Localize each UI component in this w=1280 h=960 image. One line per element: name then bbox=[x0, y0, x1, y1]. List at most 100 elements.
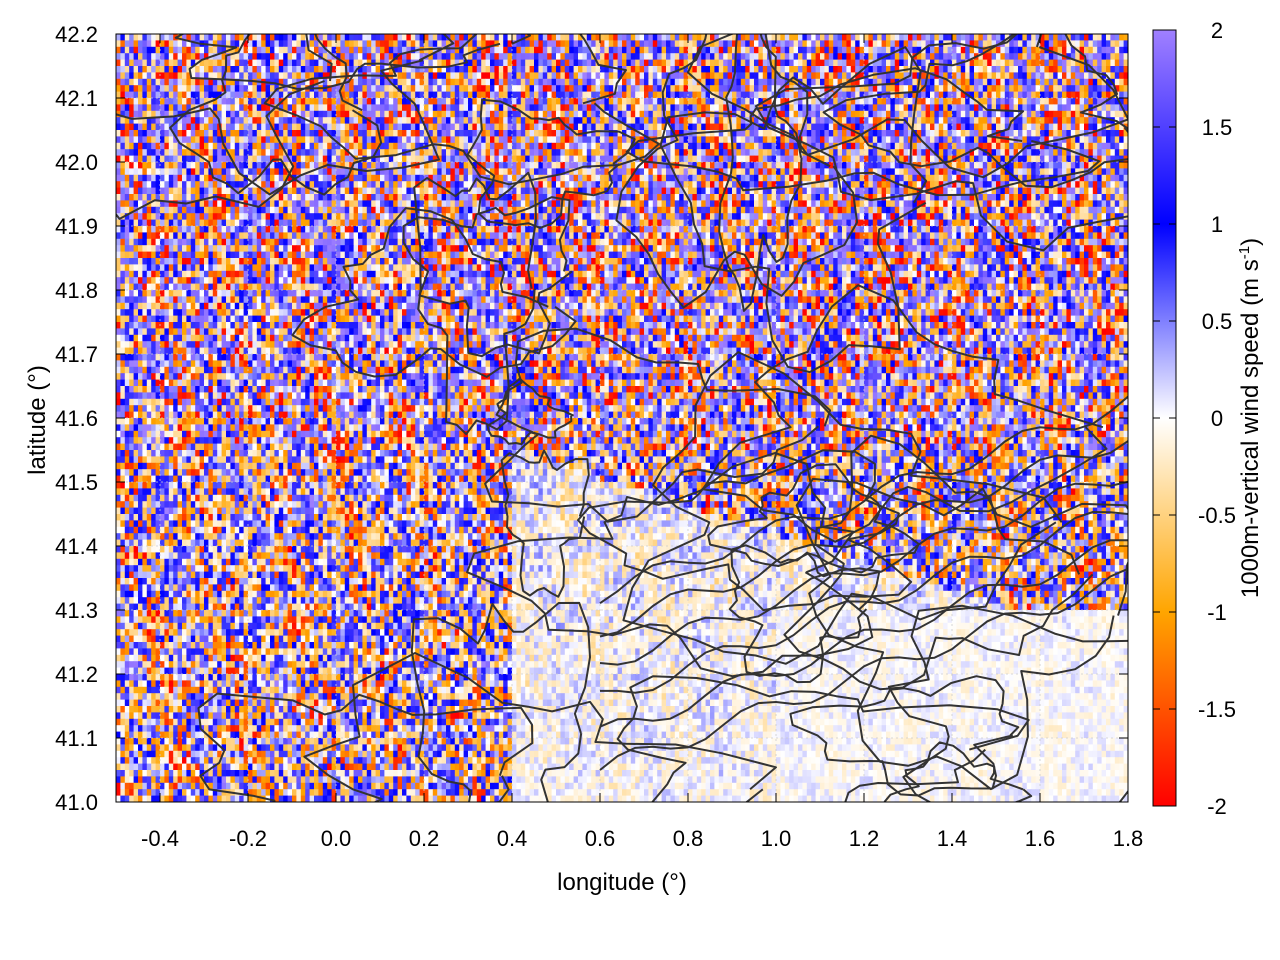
heatmap-cell bbox=[771, 136, 777, 144]
heatmap-cell bbox=[1097, 110, 1102, 118]
heatmap-cell bbox=[516, 53, 522, 60]
heatmap-cell bbox=[305, 136, 310, 144]
heatmap-cell bbox=[124, 85, 130, 92]
heatmap-cell bbox=[1092, 130, 1098, 137]
heatmap-cell bbox=[903, 85, 909, 92]
heatmap-cell bbox=[265, 59, 271, 67]
heatmap-cell bbox=[560, 66, 566, 73]
heatmap-cell bbox=[586, 162, 592, 169]
heatmap-cell bbox=[551, 78, 557, 86]
heatmap-cell bbox=[745, 136, 750, 144]
heatmap-cell bbox=[723, 40, 728, 48]
heatmap-cell bbox=[173, 85, 178, 92]
heatmap-cell bbox=[921, 117, 926, 124]
heatmap-cell bbox=[1110, 91, 1116, 99]
heatmap-cell bbox=[582, 72, 588, 80]
heatmap-cell bbox=[410, 168, 416, 176]
heatmap-cell bbox=[1026, 91, 1032, 99]
heatmap-cell bbox=[600, 155, 605, 163]
heatmap-cell bbox=[1000, 142, 1006, 150]
heatmap-cell bbox=[204, 85, 209, 92]
heatmap-cell bbox=[1114, 130, 1120, 137]
heatmap-cell bbox=[1035, 72, 1041, 80]
heatmap-cell bbox=[309, 136, 315, 144]
heatmap-cell bbox=[384, 98, 390, 105]
heatmap-cell bbox=[551, 91, 557, 99]
heatmap-cell bbox=[300, 155, 306, 163]
heatmap-cell bbox=[234, 155, 240, 163]
heatmap-cell bbox=[160, 130, 165, 137]
heatmap-cell bbox=[595, 136, 601, 144]
heatmap-cell bbox=[934, 53, 940, 60]
heatmap-cell bbox=[969, 117, 975, 124]
heatmap-cell bbox=[710, 34, 715, 41]
heatmap-cell bbox=[305, 72, 310, 80]
heatmap-cell bbox=[705, 136, 711, 144]
heatmap-cell bbox=[441, 168, 447, 176]
heatmap-cell bbox=[710, 53, 715, 60]
heatmap-cell bbox=[723, 123, 728, 131]
heatmap-cell bbox=[336, 155, 341, 163]
heatmap-cell bbox=[472, 142, 478, 150]
heatmap-cell bbox=[793, 59, 799, 67]
heatmap-cell bbox=[1066, 66, 1072, 73]
heatmap-cell bbox=[754, 130, 759, 137]
heatmap-cell bbox=[406, 34, 412, 41]
heatmap-cell bbox=[758, 72, 764, 80]
heatmap-cell bbox=[278, 168, 284, 176]
heatmap-cell bbox=[833, 91, 838, 99]
heatmap-cell bbox=[701, 34, 706, 41]
heatmap-cell bbox=[507, 40, 513, 48]
heatmap-cell bbox=[666, 149, 671, 156]
heatmap-cell bbox=[899, 130, 904, 137]
heatmap-cell bbox=[164, 78, 170, 86]
heatmap-cell bbox=[248, 136, 253, 144]
heatmap-cell bbox=[1035, 46, 1041, 54]
heatmap-cell bbox=[564, 40, 570, 48]
heatmap-cell bbox=[516, 123, 522, 131]
heatmap-cell bbox=[314, 142, 319, 150]
heatmap-cell bbox=[358, 59, 363, 67]
heatmap-cell bbox=[903, 162, 909, 169]
heatmap-cell bbox=[573, 40, 579, 48]
heatmap-cell bbox=[657, 110, 662, 118]
heatmap-cell bbox=[195, 78, 200, 86]
heatmap-cell bbox=[736, 85, 742, 92]
heatmap-cell bbox=[789, 40, 794, 48]
heatmap-cell bbox=[696, 53, 702, 60]
heatmap-cell bbox=[754, 40, 759, 48]
heatmap-cell bbox=[199, 142, 205, 150]
heatmap-cell bbox=[881, 59, 887, 67]
heatmap-cell bbox=[886, 142, 891, 150]
heatmap-cell bbox=[872, 110, 878, 118]
heatmap-cell bbox=[314, 40, 319, 48]
heatmap-cell bbox=[943, 78, 948, 86]
heatmap-cell bbox=[1110, 142, 1116, 150]
heatmap-cell bbox=[529, 98, 535, 105]
heatmap-cell bbox=[604, 91, 610, 99]
heatmap-cell bbox=[1106, 40, 1111, 48]
heatmap-cell bbox=[454, 149, 460, 156]
heatmap-cell bbox=[551, 149, 557, 156]
heatmap-cell bbox=[613, 155, 618, 163]
heatmap-cell bbox=[133, 72, 139, 80]
heatmap-cell bbox=[864, 149, 869, 156]
heatmap-cell bbox=[520, 98, 526, 105]
heatmap-cell bbox=[806, 46, 812, 54]
heatmap-cell bbox=[226, 85, 231, 92]
heatmap-cell bbox=[916, 91, 922, 99]
heatmap-cell bbox=[419, 78, 425, 86]
heatmap-cell bbox=[296, 98, 302, 105]
heatmap-cell bbox=[507, 53, 513, 60]
heatmap-cell bbox=[600, 46, 605, 54]
heatmap-cell bbox=[239, 136, 244, 144]
heatmap-cell bbox=[252, 40, 258, 48]
heatmap-cell bbox=[850, 72, 856, 80]
heatmap-cell bbox=[393, 136, 398, 144]
heatmap-cell bbox=[644, 85, 649, 92]
heatmap-cell bbox=[648, 66, 654, 73]
heatmap-cell bbox=[714, 162, 720, 169]
heatmap-cell bbox=[595, 53, 601, 60]
heatmap-cell bbox=[1018, 59, 1023, 67]
heatmap-cell bbox=[890, 149, 896, 156]
